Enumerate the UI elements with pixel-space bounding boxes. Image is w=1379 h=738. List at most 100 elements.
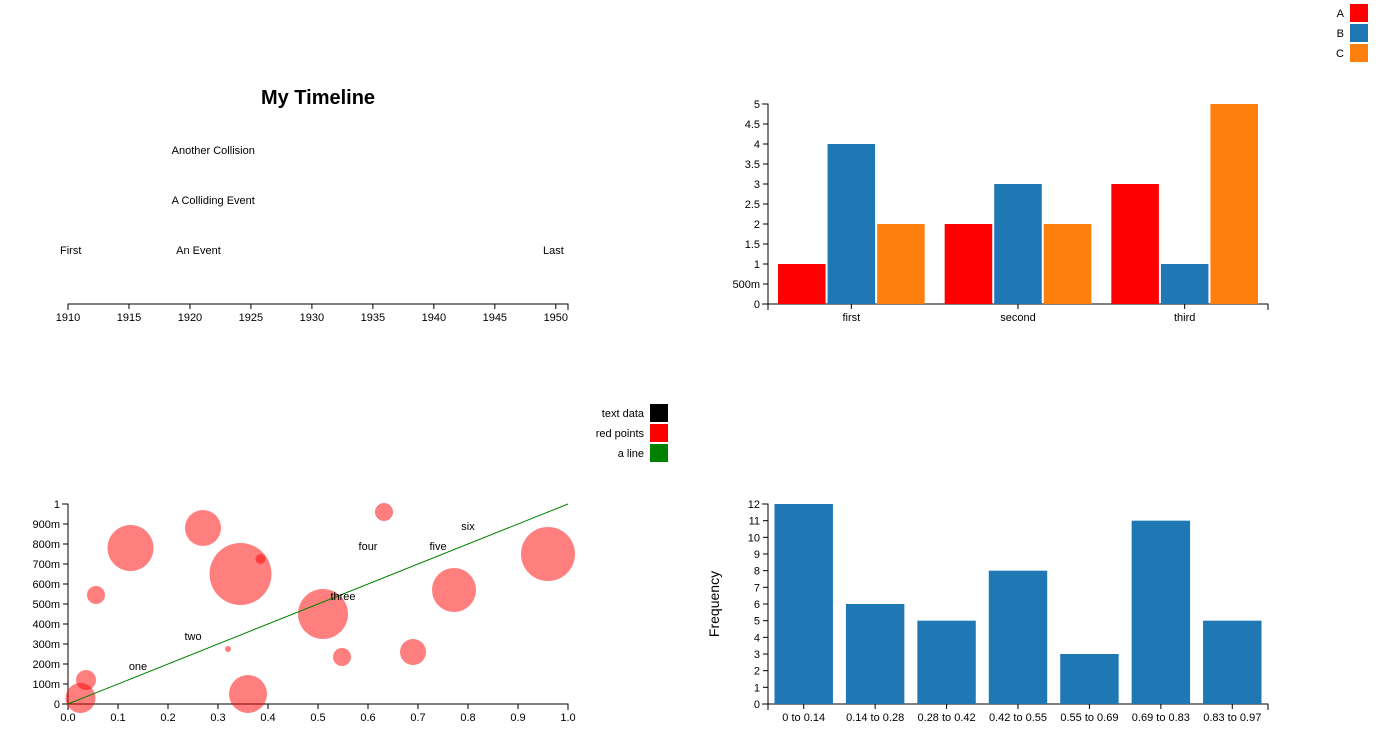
scatter-text-datum: two xyxy=(184,631,201,643)
histogram-y-tick-label: 11 xyxy=(749,516,760,528)
scatter-y-tick-label: 400m xyxy=(32,619,60,631)
grouped-bar xyxy=(994,184,1042,304)
timeline-events: First An Event Last A Colliding Event Anothe… xyxy=(60,145,564,257)
scatter-point xyxy=(185,510,221,546)
histogram-y-tick-label: 9 xyxy=(754,549,760,561)
histogram-x-tick-label: 0.42 to 0.55 xyxy=(989,712,1047,724)
timeline-tick-label: 1950 xyxy=(544,312,568,324)
scatter-point xyxy=(375,503,393,521)
timeline-tick-label: 1920 xyxy=(178,312,202,324)
grouped-x-tick-label: second xyxy=(1000,312,1035,324)
histogram-y-tick-label: 10 xyxy=(748,532,760,544)
histogram-x-tick-label: 0.28 to 0.42 xyxy=(918,712,976,724)
grouped-y-tick-label: 1 xyxy=(754,259,760,271)
timeline-tick-label: 1940 xyxy=(422,312,446,324)
histogram-x-tick-label: 0.69 to 0.83 xyxy=(1132,712,1190,724)
scatter-point xyxy=(255,554,266,564)
grouped-y-tick-label: 3.5 xyxy=(745,159,760,171)
timeline-tick-label: 1930 xyxy=(300,312,324,324)
scatter-text-datum: one xyxy=(129,661,147,673)
grouped-bar xyxy=(1043,224,1092,304)
scatter-y-axis: 0 100m 200m 300m 400m 500m 600m 700m 800m 900m 1 xyxy=(32,499,69,711)
scatter-y-tick-label: 500m xyxy=(32,599,60,611)
timeline-tick-label: 1910 xyxy=(56,312,80,324)
timeline-tick-label: 1935 xyxy=(361,312,385,324)
scatter-text-datum: six xyxy=(461,521,475,533)
legend-swatch xyxy=(1350,4,1368,22)
scatter-text-datum: three xyxy=(330,591,355,603)
scatter-x-tick-label: 0.2 xyxy=(160,712,175,724)
histogram-x-axis: 0 to 0.14 0.14 to 0.28 0.28 to 0.42 0.42 to… xyxy=(767,703,1269,724)
scatter-trend-line xyxy=(67,503,569,705)
grouped-y-tick-label: 4.5 xyxy=(745,119,760,131)
timeline-event-label: First xyxy=(60,245,81,257)
scatter-y-tick-label: 200m xyxy=(32,659,60,671)
scatter-point xyxy=(65,683,96,713)
histogram-y-tick-label: 2 xyxy=(754,666,760,678)
scatter-x-tick-label: 0.4 xyxy=(260,712,275,724)
histogram-x-tick-label: 0.55 to 0.69 xyxy=(1060,712,1118,724)
grouped-bar xyxy=(1111,184,1159,304)
scatter-x-tick-label: 0.0 xyxy=(60,712,75,724)
grouped-y-axis: 0 500m 1 1.5 2 2.5 3 3.5 4 4.5 5 xyxy=(732,99,769,311)
grouped-y-tick-label: 500m xyxy=(732,279,760,291)
histogram-y-tick-label: 3 xyxy=(754,649,760,661)
scatter-legend-swatch xyxy=(650,424,668,442)
grouped-x-axis: first second third xyxy=(767,303,1269,324)
scatter-text-labels: one two three four five six xyxy=(129,521,475,673)
legend-swatch xyxy=(1350,44,1368,62)
timeline-event-label: An Event xyxy=(176,245,221,257)
scatter-x-tick-label: 0.9 xyxy=(510,712,525,724)
legend-label: C xyxy=(1336,48,1344,60)
scatter-point xyxy=(432,568,476,612)
scatter-legend-swatch xyxy=(650,444,668,462)
scatter-point xyxy=(76,670,96,690)
histogram-bar xyxy=(917,620,976,704)
timeline-event-label: Another Collision xyxy=(172,145,255,157)
histogram-y-tick-label: 8 xyxy=(754,566,760,578)
scatter-y-tick-label: 900m xyxy=(32,519,60,531)
grouped-bar xyxy=(1160,264,1209,304)
histogram-y-tick-label: 4 xyxy=(754,632,760,644)
grouped-y-tick-label: 1.5 xyxy=(745,239,760,251)
timeline-event-label: A Colliding Event xyxy=(172,195,255,207)
histogram-bars xyxy=(774,504,1262,704)
grouped-x-tick-label: third xyxy=(1174,312,1195,324)
scatter-x-tick-label: 0.3 xyxy=(210,712,225,724)
timeline-chart: My Timeline 1910 1915 1920 1925 1930 1935 1940… xyxy=(56,87,569,324)
scatter-text-datum: four xyxy=(359,541,378,553)
scatter-point xyxy=(400,639,426,665)
scatter-y-tick-label: 100m xyxy=(32,679,60,691)
grouped-bar xyxy=(877,224,925,304)
scatter-point xyxy=(333,648,351,666)
grouped-y-tick-label: 2.5 xyxy=(745,199,760,211)
scatter-x-axis: 0.0 0.1 0.2 0.3 0.4 0.5 0.6 0.7 0.8 0.9 1.0 xyxy=(60,703,576,724)
scatter-x-tick-label: 0.1 xyxy=(110,712,125,724)
timeline-event-label: Last xyxy=(543,245,564,257)
grouped-bar xyxy=(827,144,876,304)
scatter-y-tick-label: 0 xyxy=(54,699,60,711)
legend-label: A xyxy=(1337,8,1345,20)
timeline-tick-label: 1925 xyxy=(239,312,263,324)
timeline-tick-label: 1915 xyxy=(117,312,141,324)
legend-label: B xyxy=(1337,28,1344,40)
scatter-line xyxy=(67,503,569,705)
scatter-point xyxy=(107,525,154,571)
timeline-title: My Timeline xyxy=(261,87,375,109)
scatter-point xyxy=(229,675,267,713)
histogram-y-tick-label: 5 xyxy=(754,616,760,628)
grouped-y-tick-label: 0 xyxy=(754,299,760,311)
scatter-legend-swatch xyxy=(650,404,668,422)
scatter-point xyxy=(298,589,348,639)
scatter-legend: text data red points a line xyxy=(596,404,668,462)
grouped-y-tick-label: 4 xyxy=(754,139,760,151)
scatter-points xyxy=(65,503,575,713)
scatter-legend-label: text data xyxy=(602,408,645,420)
scatter-y-tick-label: 1 xyxy=(54,499,60,511)
scatter-point xyxy=(87,586,105,604)
histogram-bar xyxy=(774,504,833,704)
scatter-y-tick-label: 300m xyxy=(32,639,60,651)
scatter-y-tick-label: 600m xyxy=(32,579,60,591)
